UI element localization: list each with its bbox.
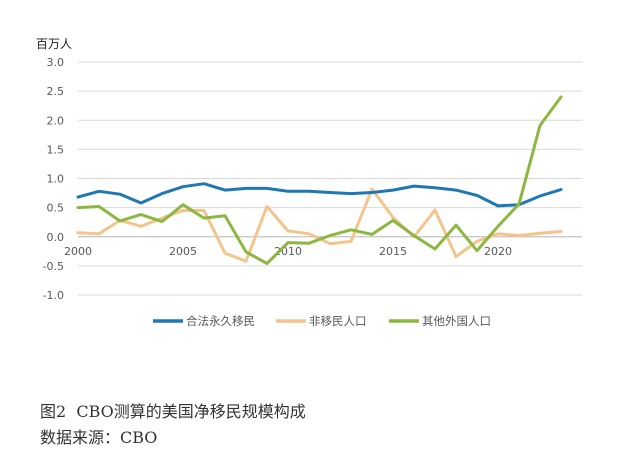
- y-tick-label: 0.0: [47, 231, 65, 244]
- legend-item: 其他外国人口: [389, 314, 491, 328]
- gridlines: [78, 61, 582, 296]
- series-lines: [76, 95, 563, 265]
- figure-title: 图2 CBO测算的美国净移民规模构成: [40, 402, 306, 421]
- series-line-1: [76, 182, 563, 208]
- legend-label: 非移民人口: [309, 314, 367, 328]
- y-unit-label: 百万人: [36, 37, 72, 51]
- legend-item: 合法永久移民: [153, 314, 255, 328]
- y-tick-label: 0.5: [47, 202, 65, 215]
- x-tick-labels: 2000 2005 2010 2015 2020: [64, 245, 512, 258]
- legend: 合法永久移民 非移民人口 其他外国人口: [153, 314, 491, 328]
- legend-item: 非移民人口: [276, 314, 367, 328]
- series-line-3: [76, 95, 563, 265]
- y-tick-label: 2.5: [47, 85, 65, 98]
- line-chart: 百万人 3.0 2.5 2.0 1.5 1.0 0.5 0.0 -0.5 -1.0 2000 20…: [36, 37, 582, 328]
- y-tick-labels: 3.0 2.5 2.0 1.5 1.0 0.5 0.0 -0.5 -1.0: [43, 56, 64, 302]
- y-tick-label: 1.5: [47, 143, 65, 156]
- y-tick-label: 1.0: [47, 173, 65, 186]
- legend-label: 合法永久移民: [186, 314, 255, 328]
- y-tick-label: -0.5: [43, 260, 64, 273]
- source-note: 数据来源：CBO: [40, 428, 158, 447]
- x-tick-label: 2015: [379, 245, 407, 258]
- y-tick-label: 2.0: [47, 114, 65, 127]
- x-tick-label: 2020: [484, 245, 512, 258]
- y-tick-label: -1.0: [43, 289, 64, 302]
- y-tick-label: 3.0: [47, 56, 65, 69]
- x-tick-label: 2000: [64, 245, 92, 258]
- legend-label: 其他外国人口: [422, 314, 491, 328]
- x-tick-label: 2005: [169, 245, 197, 258]
